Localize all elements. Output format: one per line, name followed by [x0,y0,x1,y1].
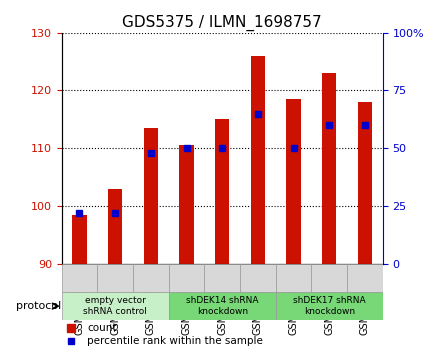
Bar [276,292,383,320]
Text: count: count [87,323,117,333]
Bar [169,292,276,320]
Bar [169,264,204,292]
Bar [312,264,347,292]
Bar [251,56,265,264]
Bar [276,264,312,292]
Bar [215,119,229,264]
Bar [322,73,337,264]
Text: shDEK17 shRNA
knockdown: shDEK17 shRNA knockdown [293,296,366,316]
Text: protocol: protocol [16,301,61,311]
Bar [62,264,97,292]
Text: shDEK14 shRNA
knockdown: shDEK14 shRNA knockdown [186,296,258,316]
Bar [62,292,169,320]
Bar [133,264,169,292]
Bar [97,264,133,292]
Bar [72,215,87,264]
Text: percentile rank within the sample: percentile rank within the sample [87,337,263,346]
Bar [108,189,122,264]
Bar [240,264,276,292]
Text: empty vector
shRNA control: empty vector shRNA control [83,296,147,316]
Bar [180,145,194,264]
Title: GDS5375 / ILMN_1698757: GDS5375 / ILMN_1698757 [122,15,322,31]
Bar [286,99,301,264]
Bar [347,264,383,292]
Bar [358,102,372,264]
Bar [144,128,158,264]
Bar [204,264,240,292]
